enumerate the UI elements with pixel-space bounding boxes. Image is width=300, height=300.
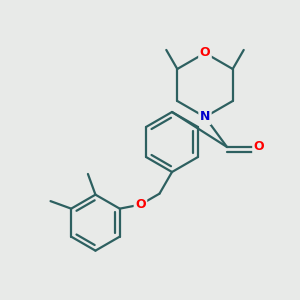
Text: O: O — [135, 198, 146, 211]
Text: N: N — [200, 110, 210, 124]
Text: O: O — [200, 46, 210, 59]
Text: O: O — [254, 140, 264, 154]
